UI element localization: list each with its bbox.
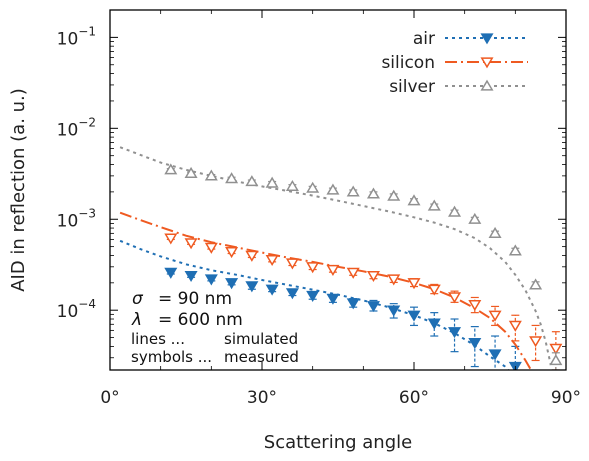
measured-point-air [326,293,340,305]
measured-point-air [448,327,462,339]
y-tick-label-2: 10−3 [57,206,96,231]
measured-point-air [184,270,198,283]
measured-point-silver [265,176,279,188]
measured-point-silver [529,278,543,290]
y-tick-labels: 10−1 10−2 10−3 10−4 [57,24,96,322]
measured-point-air [366,301,380,313]
measured-point-silicon [265,254,279,267]
ticks-layer [109,10,567,370]
series-air [119,239,522,370]
series-silicon [119,211,563,370]
x-tick-label-3: 90° [551,388,581,408]
measured-point-silicon [508,320,522,332]
measured-point-silicon [164,233,178,245]
measured-point-silver [427,199,441,211]
series-layer [119,146,563,370]
measured-point-silver [448,205,462,217]
simulated-line-silver [119,146,552,366]
measured-point-silicon [549,343,563,355]
measured-point-air [225,278,239,290]
measured-point-air [285,288,299,300]
measured-point-silver [488,226,502,238]
measured-point-silicon [488,310,502,322]
measured-point-silver [204,169,218,181]
measured-point-silver [225,172,239,184]
measured-point-air [204,274,218,286]
x-tick-label-1: 30° [247,388,277,408]
measured-point-silver [285,179,299,192]
annotation-value-3: measured [224,348,299,366]
measured-point-silver [468,212,482,224]
y-axis-title: AID in reflection (a. u.) [8,88,29,292]
measured-point-silicon [366,270,380,283]
legend: air silicon silver [381,29,528,97]
annotation-value-2: simulated [224,330,298,348]
annotation-value-1: = 600 nm [158,310,243,330]
measured-point-air [306,290,320,302]
measured-point-air [245,281,259,293]
measured-point-silicon [285,258,299,270]
series-silver [119,146,563,370]
y-tick-label-3: 10−4 [57,297,96,322]
annotation-label-0: σ [132,289,144,309]
measured-point-silicon [326,264,340,276]
measured-point-silicon [204,242,218,254]
measured-point-silver [508,244,522,256]
x-axis-title: Scattering angle [264,432,412,453]
measured-point-silver [549,354,563,366]
measured-point-silicon [346,267,360,279]
measured-point-air [488,349,502,361]
measured-point-air [427,318,441,330]
measured-point-silicon [387,274,401,286]
annotation-label-2: lines ... [131,330,185,348]
measured-point-silver [407,194,421,206]
measured-point-air [407,310,421,322]
measured-point-silver [387,189,401,201]
measured-point-silicon [306,262,320,274]
x-tick-label-2: 60° [399,388,429,408]
measured-point-silver [245,175,259,187]
y-tick-label-1: 10−2 [57,115,96,140]
measured-point-silicon [225,247,239,259]
measured-point-silicon [448,292,462,304]
plot-frame [109,9,567,371]
measured-point-air [265,284,279,296]
x-tick-labels: 0° 30° 60° 90° [100,388,581,408]
legend-marker-silicon [480,57,494,69]
simulated-line-air [119,239,510,370]
measured-point-air [387,305,401,317]
legend-label-silicon: silicon [381,53,435,73]
annotation-label-3: symbols ... [131,348,212,366]
measured-point-silver [366,187,380,199]
annotation-value-0: = 90 nm [158,289,232,309]
measured-point-silicon [427,284,441,296]
measured-point-air [346,298,360,310]
y-tick-label-0: 10−1 [57,24,96,49]
measured-point-silver [184,166,198,178]
measured-point-silver [164,163,178,175]
measured-point-silver [326,183,340,195]
measured-point-silicon [529,336,543,348]
legend-marker-silver [480,79,494,91]
annotation-label-1: λ [131,310,142,330]
legend-label-air: air [413,29,435,49]
measured-point-air [468,337,482,350]
x-tick-label-0: 0° [100,388,119,408]
measured-point-silicon [245,250,259,262]
legend-label-silver: silver [389,77,435,97]
measured-point-silicon [184,238,198,250]
measured-point-air [164,267,178,279]
simulated-line-silicon [119,211,533,370]
measured-point-silicon [407,278,421,290]
legend-marker-air [480,33,494,45]
measured-point-silver [346,185,360,197]
measured-point-silver [306,181,320,193]
measured-point-silicon [468,300,482,312]
